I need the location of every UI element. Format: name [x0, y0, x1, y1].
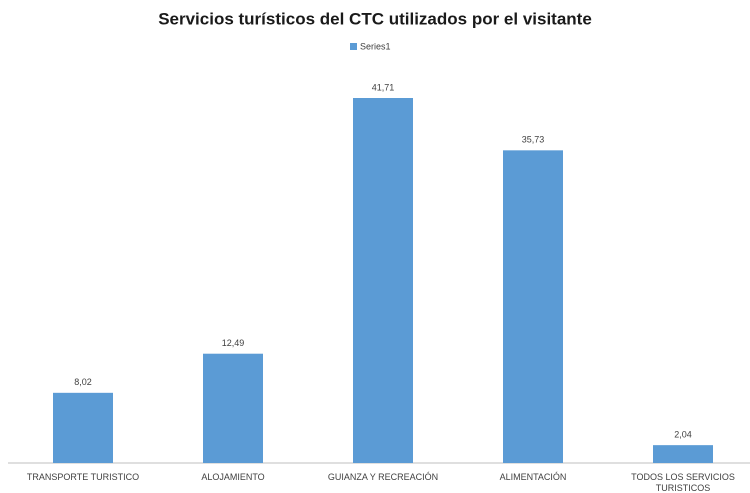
bar — [503, 150, 563, 463]
x-tick-label: TRANSPORTE TURISTICO — [26, 472, 140, 482]
legend-swatch — [350, 43, 357, 50]
bar — [203, 353, 263, 463]
legend-label: Series1 — [360, 41, 391, 51]
data-label: 2,04 — [674, 430, 692, 440]
x-tick-label: TODOS LOS SERVICIOS TURISTICOS — [631, 472, 735, 493]
x-tick-label: ALOJAMIENTO — [201, 472, 265, 482]
x-tick-label: GUIANZA Y RECREACIÓN — [327, 472, 439, 482]
data-label: 41,71 — [372, 82, 395, 92]
bar — [653, 445, 713, 463]
x-tick-label: ALIMENTACIÓN — [499, 472, 567, 482]
data-label: 35,73 — [522, 135, 545, 145]
data-label: 12,49 — [222, 338, 245, 348]
bar — [353, 98, 413, 463]
bar — [53, 392, 113, 463]
data-label: 8,02 — [74, 377, 92, 387]
chart-title: Servicios turísticos del CTC utilizados … — [158, 9, 592, 28]
